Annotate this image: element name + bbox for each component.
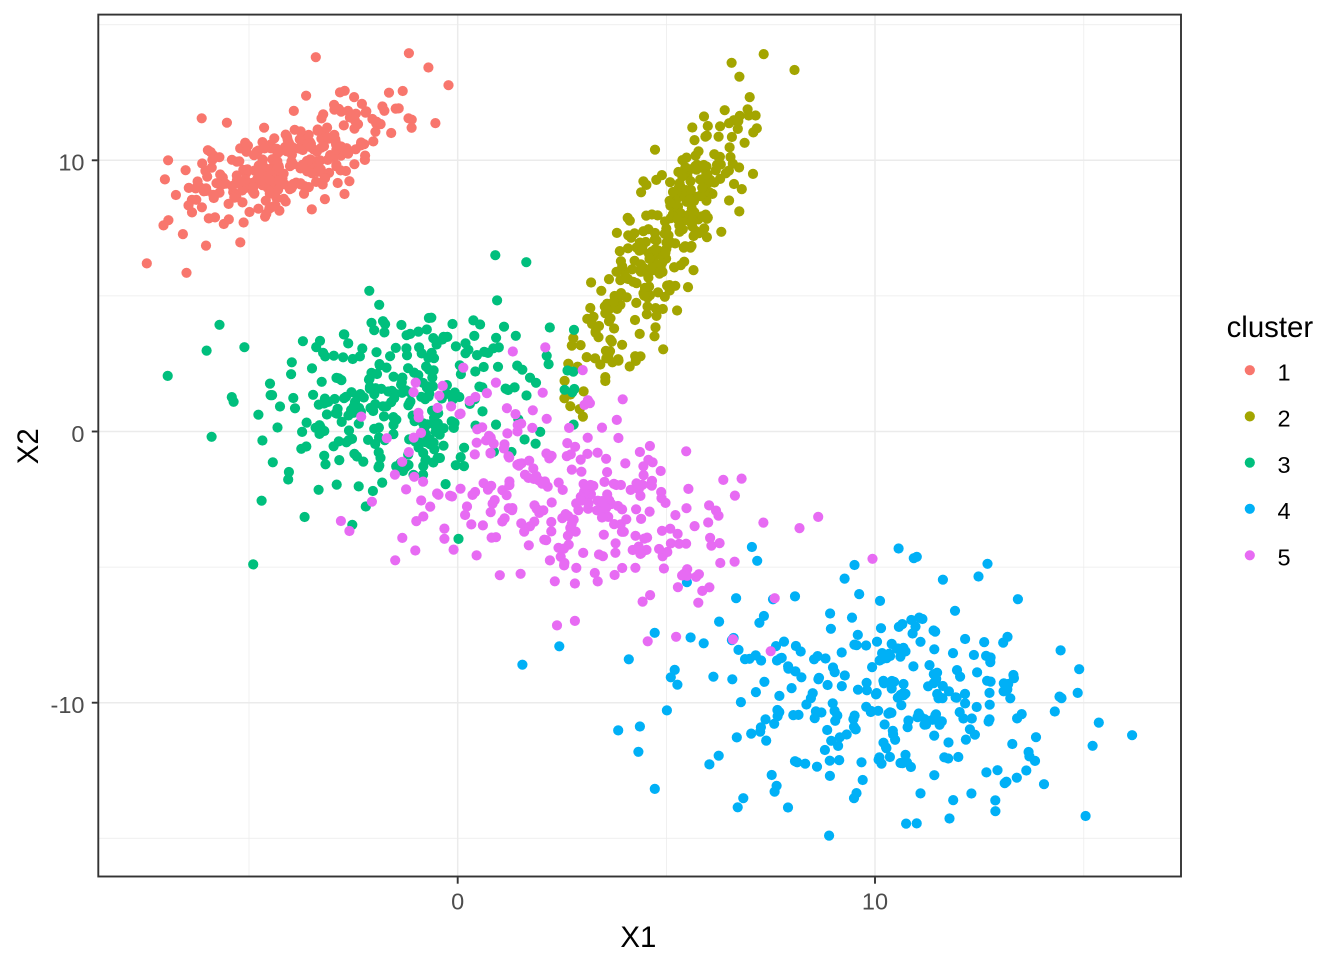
svg-text:cluster: cluster: [1227, 311, 1314, 344]
svg-text:10: 10: [862, 888, 888, 914]
svg-text:3: 3: [1278, 452, 1291, 478]
svg-text:1: 1: [1278, 359, 1291, 385]
svg-text:2: 2: [1278, 406, 1291, 432]
svg-text:0: 0: [451, 888, 464, 914]
svg-text:X2: X2: [12, 428, 45, 464]
svg-text:X1: X1: [620, 921, 656, 954]
svg-text:5: 5: [1278, 544, 1291, 570]
svg-text:-10: -10: [51, 692, 85, 718]
svg-text:0: 0: [71, 421, 84, 447]
svg-text:10: 10: [58, 150, 84, 176]
svg-text:4: 4: [1278, 498, 1291, 524]
